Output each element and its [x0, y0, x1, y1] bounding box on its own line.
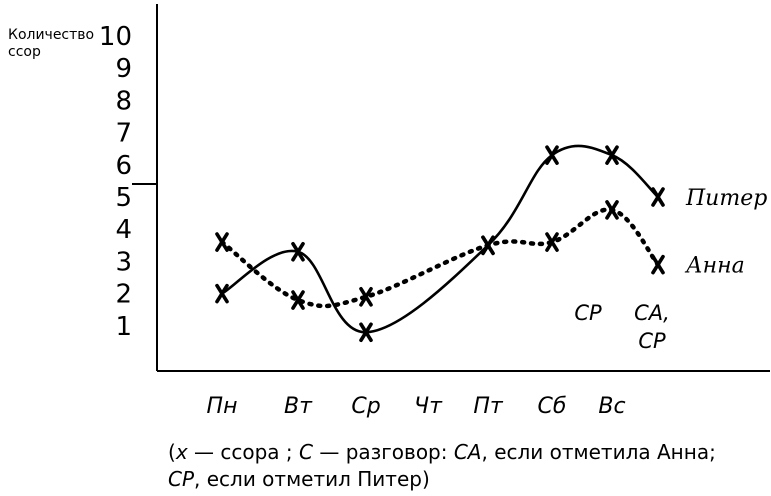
data-point-marker [291, 290, 305, 310]
caption-line: СР, если отметил Питер) [168, 467, 430, 491]
y-tick-label: 10 [99, 22, 132, 52]
data-point-marker [359, 287, 373, 307]
talk-annotation: СА, СР [634, 301, 670, 353]
data-point-marker [215, 232, 229, 252]
y-tick-label: 6 [115, 151, 132, 181]
data-point-marker [291, 241, 305, 262]
data-point-marker [545, 145, 559, 165]
x-tick-label: Пт [473, 394, 504, 419]
x-tick-labels: Пн Вт Ср Чт Пт Сб Вс [207, 394, 626, 419]
y-axis-label-line: ссор [8, 44, 41, 60]
x-tick-label: Ср [351, 394, 380, 419]
data-point-marker [605, 200, 619, 220]
y-tick-label: 7 [115, 119, 132, 149]
caption: (x — ссора ; С — разговор: СА, если отме… [168, 440, 716, 491]
data-point-marker [651, 187, 665, 207]
y-axis-label: Количество ссор [8, 27, 94, 60]
series-label: Анна [684, 254, 745, 279]
x-tick-label: Пн [207, 394, 238, 419]
series-label: Питер [685, 186, 767, 211]
data-point-marker [651, 254, 665, 275]
series-line-anna [219, 207, 661, 309]
y-tick-label: 3 [115, 247, 132, 277]
axes: Количество ссор [8, 4, 770, 372]
x-tick-label: Вт [284, 394, 313, 419]
y-tick-label: 8 [115, 86, 132, 116]
y-tick-label: 9 [115, 54, 132, 84]
y-tick-label: 1 [115, 312, 132, 342]
series-group: Питер Анна [215, 144, 767, 343]
y-axis-label-line: Количество [8, 27, 94, 43]
caption-line: (x — ссора ; С — разговор: СА, если отме… [168, 440, 716, 464]
x-tick-label: Вс [598, 394, 625, 419]
data-point-marker [481, 235, 495, 256]
y-tick-label: 2 [115, 280, 132, 310]
annotations: СР СА, СР [574, 301, 670, 353]
y-tick-label: 5 [115, 183, 132, 213]
data-point-marker [359, 322, 373, 343]
data-point-marker [545, 232, 559, 252]
y-tick-label: 4 [115, 215, 132, 245]
data-point-marker [605, 145, 619, 165]
x-tick-label: Сб [538, 394, 567, 419]
x-tick-label: Чт [414, 394, 443, 419]
data-point-marker [215, 283, 229, 304]
talk-annotation: СР [574, 301, 602, 325]
